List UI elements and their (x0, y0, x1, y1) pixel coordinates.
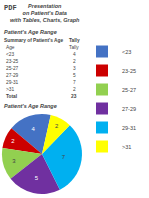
svg-text:PDF: PDF (4, 4, 17, 12)
svg-text:Tally: Tally (69, 38, 80, 43)
svg-text:<23: <23 (6, 52, 14, 57)
svg-text:5: 5 (73, 73, 76, 78)
svg-text:Total: Total (6, 94, 17, 99)
svg-text:29-31: 29-31 (6, 80, 19, 85)
svg-text:Tally: Tally (69, 45, 79, 50)
svg-text:4: 4 (73, 52, 76, 57)
svg-text:Age: Age (6, 45, 15, 50)
svg-text:7: 7 (73, 80, 76, 85)
svg-text:3: 3 (73, 66, 76, 71)
svg-text:3: 3 (12, 158, 16, 164)
svg-text:25-27: 25-27 (6, 66, 19, 71)
svg-text:27-29: 27-29 (122, 106, 136, 112)
svg-text:Patient's Age Range: Patient's Age Range (4, 29, 57, 35)
svg-text:23-25: 23-25 (6, 59, 19, 64)
svg-text:2: 2 (55, 123, 59, 129)
svg-text:Summary of Patient's Age: Summary of Patient's Age (4, 38, 63, 43)
svg-text:2: 2 (73, 87, 76, 92)
svg-text:5: 5 (35, 175, 39, 181)
svg-text:25-27: 25-27 (122, 87, 136, 93)
svg-text:2: 2 (73, 59, 76, 64)
svg-text:Patient's Age Range: Patient's Age Range (4, 103, 57, 109)
svg-text:29-31: 29-31 (122, 125, 136, 131)
svg-text:2: 2 (11, 138, 15, 144)
svg-text:23: 23 (71, 94, 77, 99)
svg-text:7: 7 (62, 154, 66, 160)
svg-text:Presentationon Patient's Dataw: Presentationon Patient's Datawith Tables… (10, 3, 80, 23)
svg-text:<23: <23 (122, 49, 131, 55)
svg-text:23-25: 23-25 (122, 68, 136, 74)
svg-text:>31: >31 (122, 144, 131, 150)
svg-text:4: 4 (32, 126, 36, 132)
svg-text:27-29: 27-29 (6, 73, 19, 78)
svg-text:>31: >31 (6, 87, 14, 92)
